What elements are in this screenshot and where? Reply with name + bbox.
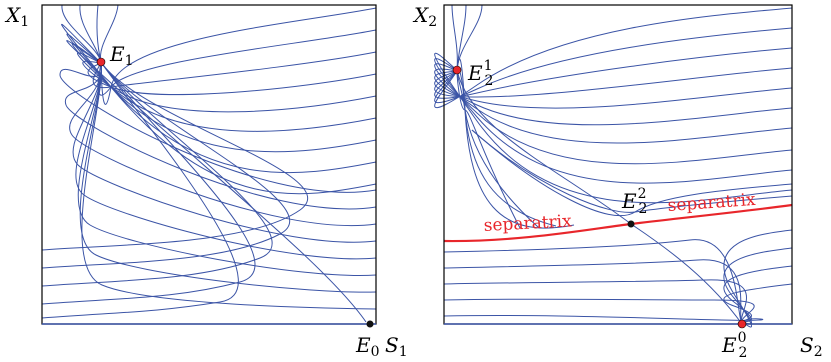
right-trajectory <box>723 283 793 325</box>
left-trajectory <box>71 42 377 153</box>
left-trajectory <box>59 61 377 193</box>
right-trajectory <box>434 68 793 144</box>
left-trajectory <box>75 61 377 260</box>
right-trajectory <box>434 67 793 98</box>
left-trajectory <box>64 61 377 210</box>
left-trajectory <box>99 4 119 63</box>
left-trajectory <box>41 61 239 319</box>
left-y-axis-label: X1 <box>4 3 29 30</box>
left-x-axis-label: S1 <box>385 333 408 360</box>
left-trajectory <box>79 61 377 293</box>
right-trajectory <box>456 69 557 227</box>
e20-equilibrium-point <box>737 319 747 329</box>
left-trajectory <box>97 29 377 96</box>
right-trajectory <box>630 223 743 325</box>
e22-label: E2 2 <box>621 186 647 217</box>
right-y-axis-label: X2 <box>412 3 437 30</box>
left-trajectories <box>41 4 377 323</box>
e0-equilibrium-point <box>366 320 374 328</box>
right-trajectory <box>456 69 521 229</box>
left-trajectory <box>87 61 377 96</box>
right-trajectories <box>434 4 793 328</box>
right-trajectory <box>443 279 747 325</box>
e21-equilibrium-point <box>452 65 462 75</box>
right-trajectory <box>434 69 793 109</box>
right-trajectory <box>723 265 793 325</box>
left-trajectory <box>66 40 367 323</box>
left-trajectory <box>72 61 377 243</box>
left-trajectory <box>41 61 273 287</box>
right-phase-portrait: X2 S2 E1 2 E2 2 E0 2 separatrix separatrix <box>412 3 823 361</box>
right-trajectory <box>443 259 743 325</box>
left-trajectory <box>61 23 377 195</box>
left-trajectory <box>92 51 377 89</box>
right-trajectory <box>456 58 575 229</box>
right-trajectory <box>434 47 793 99</box>
e0-label: E0 <box>355 333 380 360</box>
left-trajectory <box>41 61 291 269</box>
right-trajectory <box>471 129 793 217</box>
right-trajectory <box>723 229 793 328</box>
e20-label: E0 2 <box>721 330 747 361</box>
left-trajectory <box>77 61 377 276</box>
e1-equilibrium-point <box>96 57 106 67</box>
right-trajectory <box>443 298 755 325</box>
right-trajectory <box>723 247 793 325</box>
left-trajectory <box>100 7 377 105</box>
e21-label: E1 2 <box>467 58 493 89</box>
e1-label: E1 <box>109 42 134 69</box>
right-x-axis-label: S2 <box>800 333 823 360</box>
right-trajectory <box>443 239 743 325</box>
right-trajectory <box>456 69 539 228</box>
right-trajectory <box>443 314 764 325</box>
right-trajectory <box>456 69 632 225</box>
right-trajectory <box>434 58 793 184</box>
e22-equilibrium-point <box>627 220 635 228</box>
left-phase-portrait: X1 S1 E1 E0 <box>4 3 408 360</box>
right-trajectory <box>434 27 793 104</box>
left-trajectory <box>81 61 377 310</box>
left-trajectory <box>41 61 256 305</box>
separatrix-label-left: separatrix <box>483 211 572 236</box>
left-trajectory <box>41 61 309 251</box>
right-trajectory <box>451 4 458 71</box>
